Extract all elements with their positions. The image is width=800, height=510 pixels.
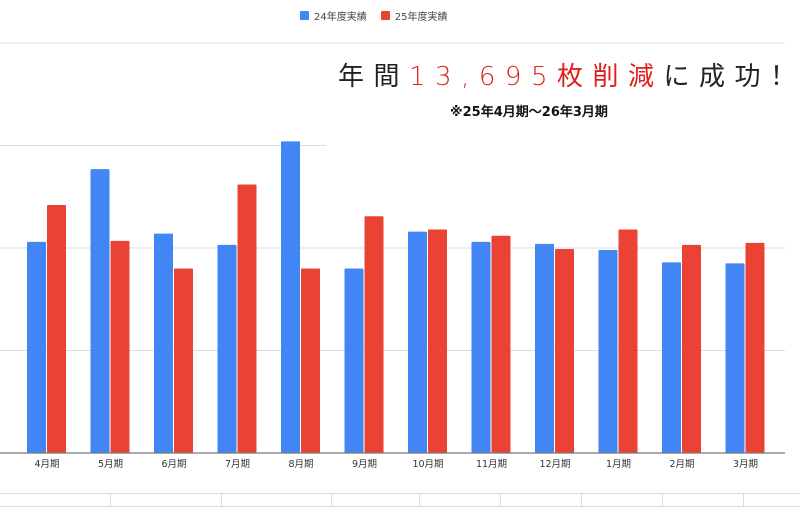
headline-prefix: 年間 (338, 62, 410, 92)
x-tick-label: 3月期 (733, 459, 758, 470)
x-tick-label: 10月期 (412, 459, 443, 470)
bar-24-7月期 (217, 244, 237, 453)
x-tick-label: 8月期 (288, 459, 313, 470)
bar-24-3月期 (725, 263, 745, 453)
bar-24-5月期 (90, 169, 110, 453)
x-tick-label: 1月期 (606, 459, 631, 470)
legend-swatch-blue (300, 11, 309, 20)
bar-25-4月期 (47, 204, 66, 453)
x-tick-label: 11月期 (476, 459, 507, 470)
bar-25-7月期 (237, 184, 257, 453)
bar-24-9月期 (344, 268, 364, 453)
legend-item-25: 25年度実績 (380, 8, 448, 23)
bar-25-8月期 (301, 268, 320, 453)
x-tick-label: 12月期 (539, 459, 570, 470)
legend-label: 24年度実績 (314, 12, 367, 23)
headline-highlight: 13,695枚削減 (409, 62, 664, 92)
bar-25-5月期 (110, 240, 130, 453)
x-tick-label: 4月期 (34, 459, 59, 470)
bar-24-8月期 (281, 141, 300, 453)
bar-24-4月期 (27, 241, 46, 453)
bar-25-6月期 (174, 268, 193, 453)
bar-25-1月期 (618, 229, 638, 453)
x-tick-label: 7月期 (225, 459, 250, 470)
legend: 24年度実績 25年度実績 (300, 8, 447, 23)
bar-25-2月期 (682, 244, 701, 453)
bar-24-6月期 (154, 233, 173, 453)
x-tick-label: 6月期 (161, 459, 186, 470)
x-tick-label: 2月期 (669, 459, 694, 470)
table-strip (0, 493, 800, 507)
period-note: ※25年4月期～26年3月期 (450, 105, 608, 120)
bar-25-11月期 (491, 235, 511, 453)
x-tick-label: 9月期 (352, 459, 377, 470)
headline-annotation: 年間13,695枚削減に成功！ (338, 56, 800, 93)
headline-suffix: に成功！ (663, 62, 800, 92)
x-tick-label: 5月期 (98, 459, 123, 470)
bar-25-12月期 (555, 249, 574, 453)
bar-25-9月期 (364, 216, 384, 453)
bar-24-1月期 (598, 250, 618, 453)
legend-swatch-red (380, 11, 390, 20)
annotation-background (326, 46, 800, 158)
bar-24-12月期 (535, 243, 554, 453)
bar-24-2月期 (662, 262, 681, 453)
legend-label: 25年度実績 (394, 12, 448, 23)
bar-24-11月期 (471, 241, 491, 453)
bar-25-3月期 (745, 242, 765, 453)
bar-24-10月期 (408, 231, 427, 453)
legend-item-24: 24年度実績 (300, 8, 367, 23)
bar-25-10月期 (428, 229, 447, 453)
